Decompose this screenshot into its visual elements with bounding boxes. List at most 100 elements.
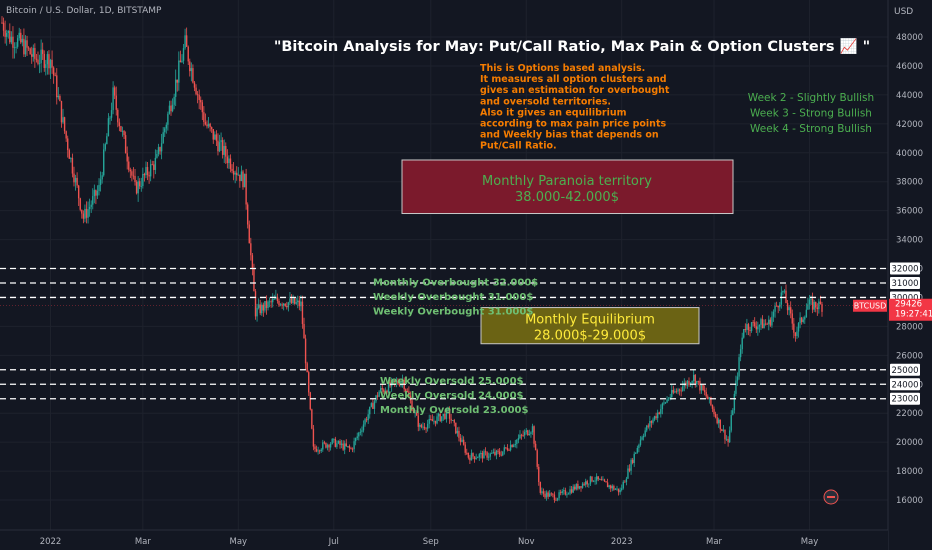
candle-body (168, 105, 171, 114)
candle-body (176, 79, 178, 83)
candle-body (81, 209, 83, 214)
candle-body (549, 493, 551, 497)
candle-body (434, 420, 437, 424)
candle-body (653, 416, 656, 420)
candle-body (749, 329, 751, 331)
level-tag-label: 25000 (891, 366, 918, 376)
candle-body (340, 443, 343, 446)
candle-body (308, 372, 310, 393)
candle-body (808, 299, 811, 305)
candle-body (139, 181, 141, 187)
candle-body (738, 357, 740, 377)
candle-body (455, 422, 457, 434)
candle-body (243, 173, 246, 188)
candle-body (525, 430, 527, 433)
candle-body (760, 319, 762, 325)
candle-body (694, 374, 696, 385)
level-tag-bg (890, 378, 920, 391)
candle-body (647, 425, 649, 427)
candle-body (232, 171, 235, 175)
candle-body (437, 413, 440, 417)
candle-body (49, 59, 52, 69)
candle-body (373, 401, 376, 409)
candle-body (483, 451, 485, 459)
candle-body (358, 432, 360, 437)
candle-body (788, 307, 790, 311)
candle-body (126, 153, 128, 162)
candle-body (281, 304, 283, 306)
equilibrium-range: 28.000$-29.000$ (534, 329, 646, 344)
candle-body (151, 164, 153, 166)
candle-body (581, 483, 584, 488)
candle-body (392, 380, 394, 382)
candle-body (777, 306, 779, 308)
candle-body (282, 303, 285, 306)
candle-body (228, 158, 230, 164)
description-line: It measures all option clusters and (480, 74, 667, 85)
time-axis-panel[interactable] (0, 530, 888, 550)
paranoia-range: 38.000-42.000$ (515, 190, 619, 205)
candle-body (96, 190, 99, 196)
candle-body (339, 441, 341, 446)
candle-body (383, 389, 385, 392)
candle-body (348, 446, 351, 449)
candle-body (658, 412, 660, 414)
candle-body (597, 476, 599, 480)
candle-body (707, 396, 709, 400)
candle-body (660, 409, 662, 414)
price-axis-panel[interactable] (888, 0, 932, 550)
candle-body (15, 46, 17, 48)
candle-body (744, 329, 747, 330)
candle-body (297, 300, 299, 303)
candle-body (109, 117, 111, 119)
candle-body (682, 386, 684, 391)
candle-body (469, 457, 471, 461)
candle-body (32, 48, 34, 57)
price-tick-label: 48000 (896, 33, 923, 43)
price-tick-label: 22000 (896, 409, 923, 419)
candle-body (705, 392, 707, 397)
candle-body (780, 292, 783, 305)
candle-body (617, 488, 620, 493)
candle-body (527, 430, 529, 436)
chart-title: "Bitcoin Analysis for May: Put/Call Rati… (274, 37, 870, 55)
candle-body (473, 456, 476, 460)
candle-body (713, 408, 715, 415)
candle-body (716, 417, 718, 424)
candle-body (718, 419, 720, 424)
candle-body (384, 390, 387, 392)
candle-body (372, 403, 374, 409)
candle-body (711, 405, 714, 409)
candle-body (2, 22, 5, 31)
candle-body (600, 479, 603, 481)
candle-body (686, 381, 689, 386)
time-tick-label: Sep (423, 537, 439, 547)
candle-body (175, 79, 177, 97)
candle-body (625, 478, 628, 483)
candle-body (189, 61, 191, 72)
candle-body (234, 172, 236, 175)
candle-body (426, 423, 429, 429)
candle-body (225, 145, 227, 157)
candle-body (405, 389, 407, 392)
level-tag-label: 23000 (891, 395, 918, 405)
weekly-bias-item: Week 3 - Strong Bullish (750, 108, 872, 120)
candle-body (699, 381, 701, 391)
description-line: This is Options based analysis. (480, 63, 645, 74)
candle-body (149, 164, 152, 177)
candle-body (656, 412, 659, 419)
candle-body (261, 304, 263, 314)
candle-body (696, 380, 698, 385)
candle-body (487, 456, 490, 458)
candle-body (758, 324, 761, 327)
candle-body (184, 35, 186, 49)
level-label: Weekly Oversold 24.000$ (380, 390, 524, 401)
candle-body (67, 138, 69, 151)
candle-body (508, 450, 510, 451)
candle-body (46, 54, 49, 65)
candle-body (196, 94, 199, 96)
candle-body (240, 171, 243, 182)
candle-body (503, 447, 506, 452)
price-tick-label: 34000 (896, 236, 923, 246)
